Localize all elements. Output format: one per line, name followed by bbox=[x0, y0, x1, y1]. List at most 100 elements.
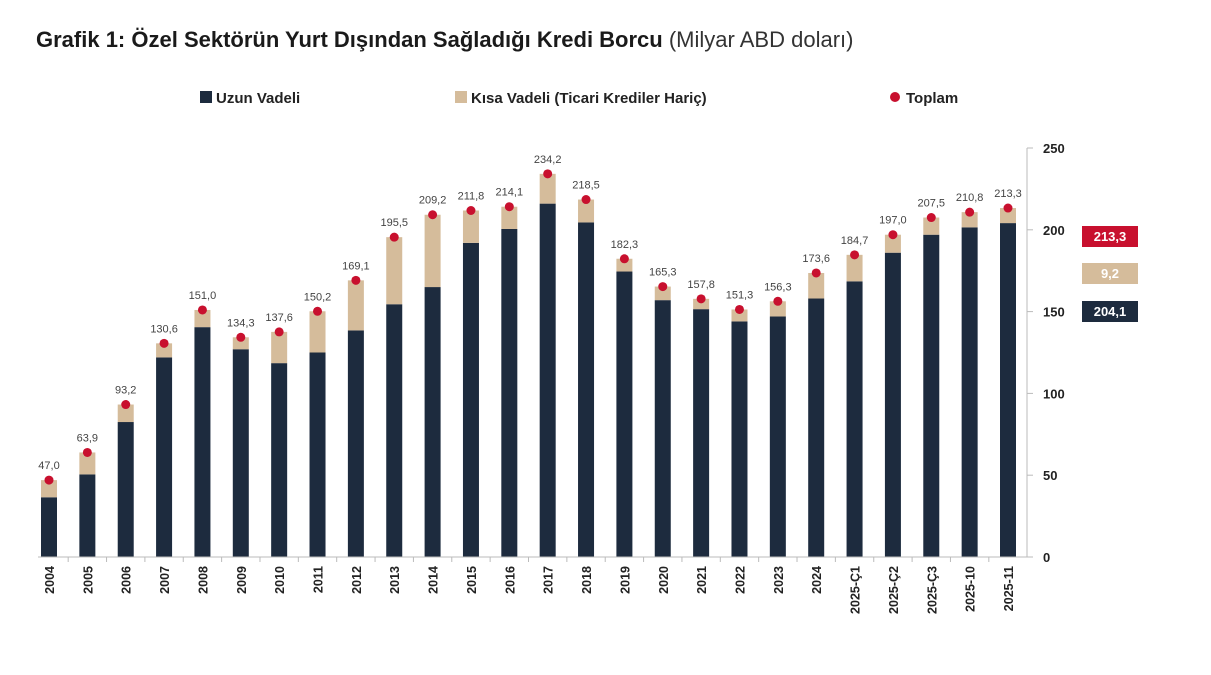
x-category-label: 2013 bbox=[388, 566, 402, 594]
total-data-label: 195,5 bbox=[380, 217, 408, 229]
bar-long-term bbox=[41, 497, 57, 557]
total-marker bbox=[82, 447, 92, 457]
legend-label-short: Kısa Vadeli (Ticari Krediler Hariç) bbox=[471, 90, 707, 107]
total-marker bbox=[888, 230, 898, 240]
bar-long-term bbox=[347, 330, 364, 557]
total-marker bbox=[351, 275, 361, 285]
x-category-label: 2015 bbox=[465, 566, 479, 594]
bar-long-term bbox=[961, 227, 978, 557]
y-tick-label: 150 bbox=[1043, 305, 1065, 320]
bar-short-term bbox=[386, 237, 403, 305]
bar-long-term bbox=[117, 422, 134, 557]
bar-long-term bbox=[386, 304, 403, 557]
total-marker bbox=[389, 232, 399, 242]
total-data-label: 47,0 bbox=[38, 460, 59, 472]
total-data-label: 213,3 bbox=[994, 188, 1022, 200]
chart-title-main: Grafik 1: Özel Sektörün Yurt Dışından Sa… bbox=[36, 27, 663, 52]
latest-short-box bbox=[1082, 263, 1138, 284]
bar-short-term bbox=[501, 206, 518, 229]
total-data-label: 165,3 bbox=[649, 267, 677, 279]
latest-value-boxes: 213,3 9,2 204,1 bbox=[1082, 226, 1138, 322]
x-category-label: 2014 bbox=[427, 566, 441, 594]
total-data-label: 150,2 bbox=[304, 291, 332, 303]
bar-short-term bbox=[693, 298, 710, 310]
x-category-label: 2016 bbox=[503, 566, 517, 594]
bar-long-term bbox=[846, 281, 863, 557]
bar-short-term bbox=[347, 280, 364, 331]
latest-long-value: 204,1 bbox=[1094, 304, 1127, 319]
total-data-label: 93,2 bbox=[115, 385, 136, 397]
total-marker bbox=[581, 195, 591, 205]
x-category-label: 2004 bbox=[43, 566, 57, 594]
total-marker bbox=[965, 207, 975, 217]
legend-swatch-long bbox=[200, 91, 212, 103]
bar-short-term bbox=[1000, 208, 1016, 224]
total-data-label: 157,8 bbox=[687, 279, 715, 291]
bar-long-term bbox=[693, 309, 710, 557]
bar-short-term bbox=[41, 480, 57, 498]
bar-long-term bbox=[156, 357, 173, 557]
x-category-label: 2024 bbox=[810, 566, 824, 594]
total-marker bbox=[1003, 203, 1013, 213]
legend-swatch-short bbox=[455, 91, 467, 103]
bar-short-term bbox=[808, 272, 825, 299]
bar-short-term bbox=[194, 309, 211, 328]
total-data-label: 151,0 bbox=[189, 290, 217, 302]
bar-long-term bbox=[539, 203, 556, 557]
x-category-label: 2025-10 bbox=[964, 566, 978, 612]
bar-long-term bbox=[79, 474, 96, 557]
bar-short-term bbox=[884, 234, 901, 253]
total-marker bbox=[159, 338, 169, 348]
bar-short-term bbox=[769, 301, 786, 317]
total-data-label: 209,2 bbox=[419, 195, 447, 207]
bar-short-term bbox=[578, 199, 595, 223]
chart-title: Grafik 1: Özel Sektörün Yurt Dışından Sa… bbox=[36, 27, 853, 53]
bar-long-term bbox=[616, 271, 633, 557]
total-marker bbox=[313, 306, 323, 316]
y-tick-label: 0 bbox=[1043, 550, 1050, 565]
bar-short-term bbox=[654, 286, 671, 301]
total-marker bbox=[850, 250, 860, 260]
legend-marker-total bbox=[890, 92, 900, 102]
total-data-label: 234,2 bbox=[534, 154, 562, 166]
total-marker bbox=[619, 254, 629, 264]
x-category-label: 2025-Ç3 bbox=[925, 566, 939, 614]
bar-long-term bbox=[462, 242, 479, 557]
x-category-label: 2022 bbox=[733, 566, 747, 594]
x-category-label: 2011 bbox=[312, 566, 326, 593]
x-category-label: 2025-11 bbox=[1002, 566, 1016, 611]
total-marker bbox=[543, 169, 553, 179]
total-marker bbox=[926, 213, 936, 223]
total-marker bbox=[197, 305, 207, 315]
x-category-label: 2005 bbox=[81, 566, 95, 594]
x-category-label: 2006 bbox=[120, 566, 134, 594]
total-data-label: 182,3 bbox=[611, 239, 639, 251]
total-marker bbox=[236, 332, 246, 342]
legend-label-long: Uzun Vadeli bbox=[216, 90, 300, 107]
bar-short-term bbox=[923, 217, 940, 235]
total-data-label: 169,1 bbox=[342, 260, 370, 272]
x-category-label: 2025-Ç2 bbox=[887, 566, 901, 614]
total-marker bbox=[658, 282, 668, 292]
bar-long-term bbox=[271, 363, 288, 557]
bar-long-term bbox=[731, 321, 748, 557]
bar-short-term bbox=[616, 258, 633, 272]
legend: Uzun Vadeli Kısa Vadeli (Ticari Krediler… bbox=[200, 90, 958, 107]
x-category-label: 2010 bbox=[273, 566, 287, 594]
total-marker bbox=[696, 294, 706, 304]
total-marker bbox=[466, 205, 476, 215]
x-category-label: 2019 bbox=[618, 566, 632, 594]
bar-short-term bbox=[731, 309, 748, 322]
bar-long-term bbox=[424, 287, 441, 557]
total-data-label: 151,3 bbox=[726, 289, 754, 301]
total-data-label: 184,7 bbox=[841, 235, 869, 247]
total-marker bbox=[773, 296, 783, 306]
x-category-label: 2018 bbox=[580, 566, 594, 594]
bar-short-term bbox=[232, 337, 249, 350]
total-data-label: 218,5 bbox=[572, 180, 600, 192]
legend-label-total: Toplam bbox=[906, 90, 958, 107]
bar-short-term bbox=[424, 214, 441, 288]
total-data-label: 134,3 bbox=[227, 317, 255, 329]
x-category-label: 2008 bbox=[196, 566, 210, 594]
